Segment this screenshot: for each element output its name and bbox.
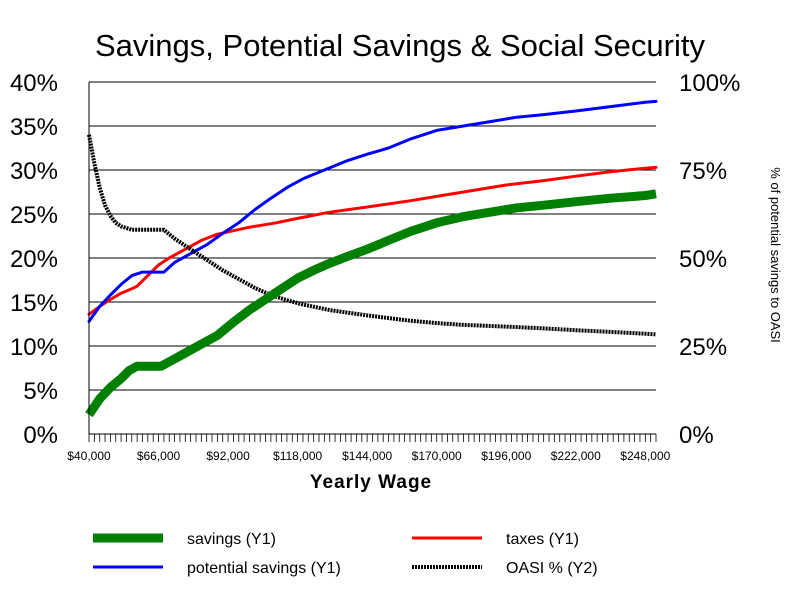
series-group [85,99,658,418]
y-tick-label: 5% [23,378,58,405]
x-tick-label: $92,000 [206,449,250,463]
legend-label: taxes (Y1) [506,531,579,548]
series-line-potential-savings-y1 [87,99,658,323]
y2-tick-label: 100% [679,70,740,97]
y-tick-label: 35% [10,114,58,141]
y-tick-label: 0% [23,422,58,449]
y-tick-label: 40% [10,70,58,97]
legend: savings (Y1) potential savings (Y1) taxes … [93,531,598,577]
x-ticks: $40,000 $66,000 $92,000 $118,000 $144,000 $17… [67,434,671,463]
y-tick-label: 10% [10,334,58,361]
legend-label: savings (Y1) [187,531,276,548]
x-tick-label: $144,000 [342,449,392,463]
y2-tick-label: 0% [679,422,714,449]
x-tick-label: $170,000 [412,449,462,463]
grid [89,81,656,435]
y2-tick-label: 25% [679,334,727,361]
x-tick-label: $66,000 [137,449,181,463]
y2-tick-label: 75% [679,158,727,185]
series-line-savings-y1 [85,189,657,418]
legend-label: potential savings (Y1) [187,560,341,577]
x-tick-label: $40,000 [67,449,111,463]
x-tick-label: $222,000 [551,449,601,463]
y-ticks: 0% 5% 10% 15% 20% 25% 30% 35% 40% [10,70,58,449]
y-tick-label: 30% [10,158,58,185]
y-tick-label: 20% [10,246,58,273]
y-tick-label: 25% [10,202,58,229]
chart-title: Savings, Potential Savings & Social Secu… [95,28,705,63]
y2-axis-label: % of potential savings to OASI [768,167,783,343]
y2-ticks: 0% 25% 50% 75% 100% [679,70,740,449]
series-line-oasi-y2 [87,134,657,337]
x-tick-label: $118,000 [273,449,322,463]
x-tick-label: $248,000 [620,449,670,463]
series-line-taxes-y1 [87,165,658,316]
y-tick-label: 15% [10,290,58,317]
x-tick-label: $196,000 [481,449,531,463]
x-axis-label: Yearly Wage [310,472,432,493]
legend-label: OASI % (Y2) [506,560,598,577]
y2-tick-label: 50% [679,246,727,273]
